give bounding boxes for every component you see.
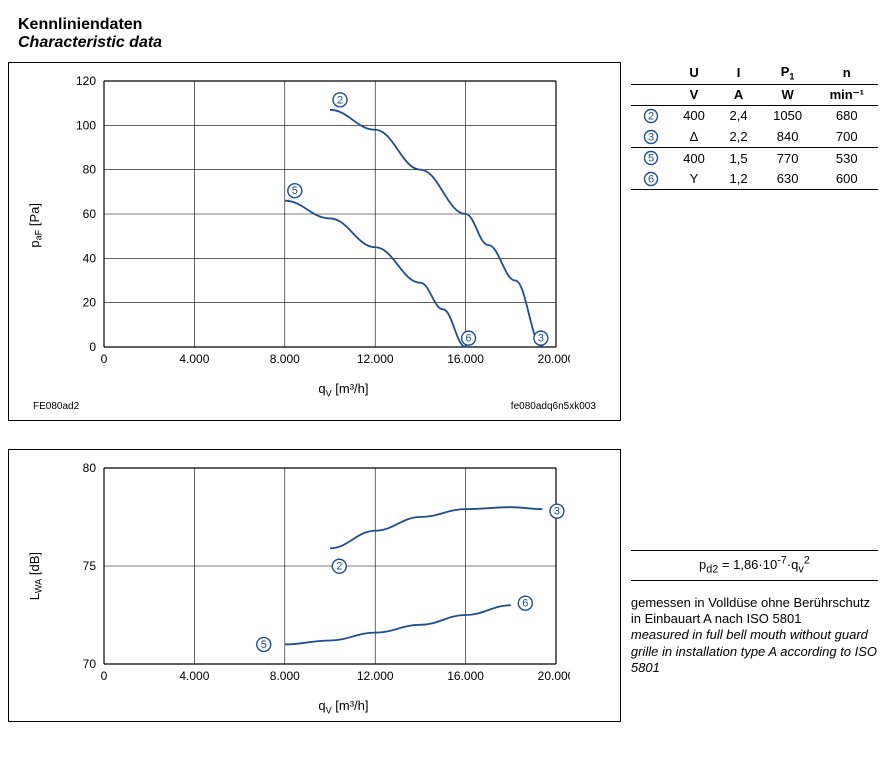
chart1-xlabel: qV [m³/h] [27, 375, 602, 401]
right-column: U I P1 n V A W min⁻¹ 24002,410506803Δ2,2… [621, 62, 878, 676]
cell-U: Y [671, 168, 718, 189]
row-symbol: 2 [631, 105, 671, 126]
note-en: measured in full bell mouth without guar… [631, 627, 878, 676]
svg-text:20: 20 [82, 296, 96, 310]
col-n: n [816, 62, 879, 84]
formula-box: pd2 = 1,86·10-7·qv2 [631, 550, 878, 581]
data-table: U I P1 n V A W min⁻¹ 24002,410506803Δ2,2… [631, 62, 878, 190]
svg-text:60: 60 [82, 207, 96, 221]
table-header-symbols: U I P1 n [631, 62, 878, 84]
svg-text:0: 0 [89, 340, 96, 354]
cell-I: 1,2 [717, 168, 759, 189]
measurement-notes: gemessen in Volldüse ohne Berührschutz i… [631, 595, 878, 676]
cell-P: 1050 [760, 105, 816, 126]
svg-text:6: 6 [522, 597, 528, 609]
table-row: 5 4001,5770530 [631, 147, 878, 168]
row-symbol: 5 [631, 147, 671, 168]
title-en: Characteristic data [18, 34, 878, 52]
svg-text:3: 3 [537, 333, 543, 345]
title-de: Kennliniendaten [18, 16, 878, 34]
svg-text:6: 6 [465, 333, 471, 345]
cell-I: 2,2 [717, 126, 759, 147]
cell-n: 530 [816, 147, 879, 168]
cell-P: 630 [760, 168, 816, 189]
table-header-units: V A W min⁻¹ [631, 84, 878, 105]
svg-text:20.000: 20.000 [537, 669, 569, 683]
chart1-footer: FE080ad2 fe080adq6n5xk003 [27, 401, 602, 416]
chart-noise: LWA [dB] 0 4.000 8.000 12.000 16.000 20.000 70… [8, 449, 621, 723]
unit-V: V [671, 84, 718, 105]
svg-text:12.000: 12.000 [356, 352, 393, 366]
svg-text:2: 2 [336, 560, 342, 572]
cell-I: 1,5 [717, 147, 759, 168]
unit-A: A [717, 84, 759, 105]
svg-text:5: 5 [291, 185, 297, 197]
main-layout: paF [Pa] 0 4.000 8.000 12.000 16.000 20.000 0 2… [8, 62, 878, 750]
svg-text:75: 75 [82, 559, 96, 573]
svg-text:0: 0 [100, 352, 107, 366]
svg-text:70: 70 [82, 657, 96, 671]
chart1-footer-right: fe080adq6n5xk003 [511, 401, 596, 412]
cell-n: 700 [816, 126, 879, 147]
col-P1: P1 [760, 62, 816, 84]
chart2-plot: 0 4.000 8.000 12.000 16.000 20.000 70 75 80 2 3 5 6 [50, 462, 570, 692]
row-symbol: 3 [631, 126, 671, 147]
svg-text:3: 3 [553, 505, 559, 517]
svg-text:0: 0 [100, 669, 107, 683]
unit-W: W [760, 84, 816, 105]
svg-text:12.000: 12.000 [356, 669, 393, 683]
svg-text:8.000: 8.000 [269, 352, 299, 366]
svg-text:100: 100 [76, 118, 96, 132]
chart1-plot: 0 4.000 8.000 12.000 16.000 20.000 0 20 40 60 80 10… [50, 75, 570, 375]
cell-U: Δ [671, 126, 718, 147]
cell-P: 770 [760, 147, 816, 168]
svg-text:2: 2 [337, 94, 343, 106]
col-U: U [671, 62, 718, 84]
titles: Kennliniendaten Characteristic data [18, 16, 878, 52]
chart1-footer-left: FE080ad2 [33, 401, 79, 412]
chart1-ylabel: paF [Pa] [27, 203, 44, 248]
svg-text:5: 5 [260, 638, 266, 650]
table-row: 6 Y1,2630600 [631, 168, 878, 189]
svg-text:4.000: 4.000 [179, 352, 209, 366]
chart2-svg: 0 4.000 8.000 12.000 16.000 20.000 70 75 80 2 3 5 6 [50, 462, 570, 692]
svg-text:80: 80 [82, 462, 96, 475]
cell-P: 840 [760, 126, 816, 147]
svg-text:16.000: 16.000 [447, 352, 484, 366]
svg-text:40: 40 [82, 251, 96, 265]
table-row: 2 4002,41050680 [631, 105, 878, 126]
left-column: paF [Pa] 0 4.000 8.000 12.000 16.000 20.000 0 2… [8, 62, 621, 750]
svg-text:16.000: 16.000 [447, 669, 484, 683]
svg-text:20.000: 20.000 [537, 352, 569, 366]
cell-n: 680 [816, 105, 879, 126]
cell-I: 2,4 [717, 105, 759, 126]
svg-text:120: 120 [76, 75, 96, 88]
svg-text:3: 3 [648, 131, 654, 143]
row-symbol: 6 [631, 168, 671, 189]
unit-min: min⁻¹ [816, 84, 879, 105]
svg-text:80: 80 [82, 163, 96, 177]
col-I: I [717, 62, 759, 84]
cell-U: 400 [671, 147, 718, 168]
cell-n: 600 [816, 168, 879, 189]
svg-text:5: 5 [648, 153, 654, 165]
chart-pressure: paF [Pa] 0 4.000 8.000 12.000 16.000 20.000 0 2… [8, 62, 621, 421]
svg-text:8.000: 8.000 [269, 669, 299, 683]
svg-text:4.000: 4.000 [179, 669, 209, 683]
chart2-xlabel: qV [m³/h] [27, 692, 602, 718]
svg-text:6: 6 [648, 173, 654, 185]
chart2-ylabel: LWA [dB] [27, 552, 44, 600]
note-de: gemessen in Volldüse ohne Berührschutz i… [631, 595, 878, 628]
formula: pd2 = 1,86·10-7·qv2 [699, 557, 810, 572]
table-row: 3 Δ2,2840700 [631, 126, 878, 147]
chart1-svg: 0 4.000 8.000 12.000 16.000 20.000 0 20 40 60 80 10… [50, 75, 570, 375]
cell-U: 400 [671, 105, 718, 126]
svg-text:2: 2 [648, 111, 654, 123]
